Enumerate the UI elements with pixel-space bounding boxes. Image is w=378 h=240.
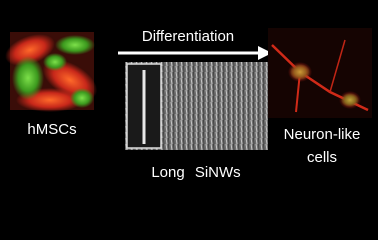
sinw-image [125, 62, 268, 150]
neuron-image [268, 28, 372, 118]
graphical-abstract: Differentiation hMSCs Long SiNWs Neuron-… [5, 27, 372, 181]
arrow-label: Differentiation [142, 28, 234, 45]
hmsc-image [5, 32, 98, 112]
arrow [118, 46, 272, 60]
right-label-line1: Neuron-like [284, 126, 361, 143]
left-label: hMSCs [27, 121, 76, 138]
right-label-line2: cells [307, 149, 337, 166]
center-label: Long SiNWs [151, 164, 240, 181]
